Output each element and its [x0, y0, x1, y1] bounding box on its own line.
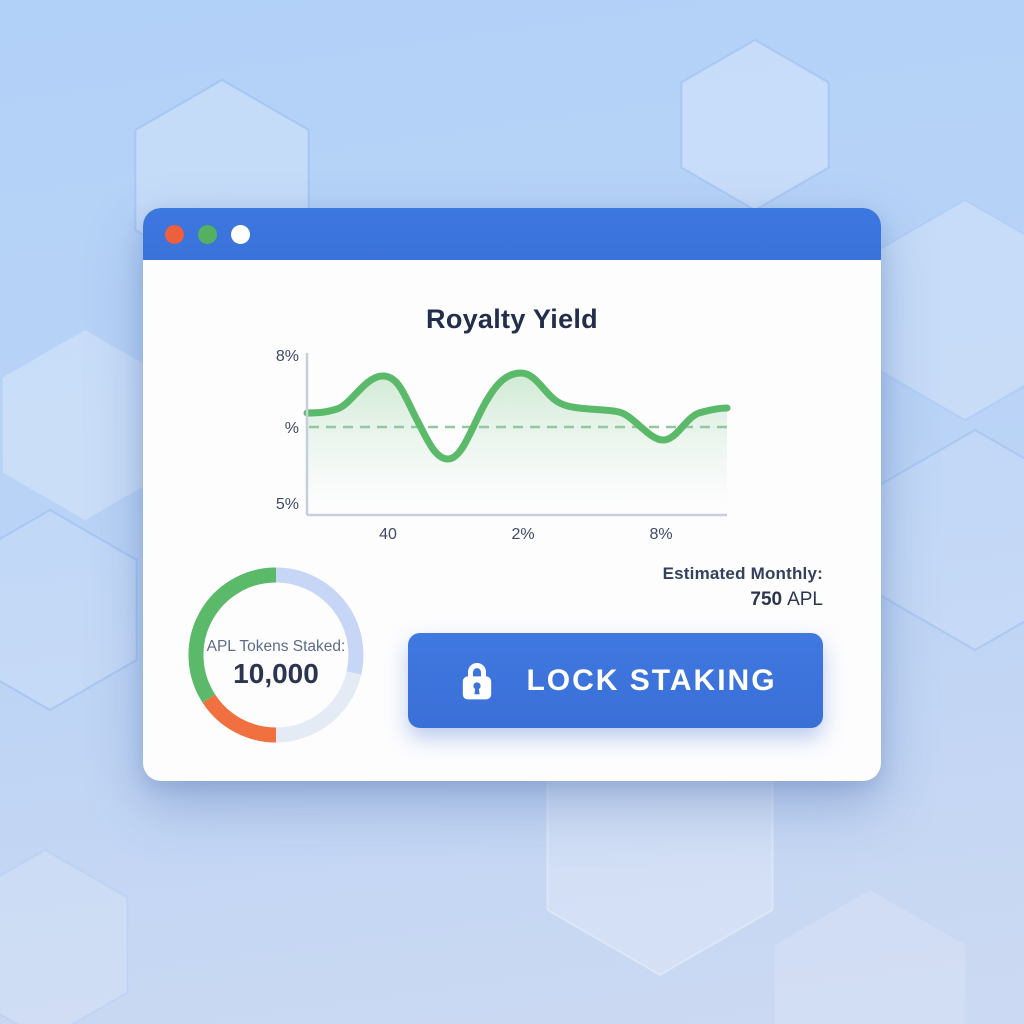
donut-segment-orange — [202, 694, 277, 743]
estimated-monthly-amount: 750 APL — [663, 589, 823, 611]
donut-segment-green — [188, 567, 277, 703]
x-tick-2: 2% — [511, 526, 534, 543]
line-chart-area-fill — [307, 373, 727, 515]
maximize-window-dot[interactable] — [231, 224, 250, 244]
x-tick-3: 8% — [649, 526, 672, 543]
y-tick-top: 8% — [276, 348, 299, 365]
y-tick-middle: % — [285, 420, 299, 437]
estimated-monthly-label: Estimated Monthly: — [662, 564, 823, 583]
yield-curve-line — [303, 369, 731, 463]
lock-staking-button-label: LOCK STAKING — [526, 663, 777, 697]
lock-staking-button[interactable]: LOCK STAKING — [408, 633, 823, 728]
staked-tokens-donut-chart: APL Tokens Staked: 10,000 — [183, 562, 369, 748]
donut-segment-periwinkle — [275, 567, 364, 675]
y-tick-bottom: 5% — [276, 496, 299, 513]
minimize-window-dot[interactable] — [198, 224, 217, 244]
window-titlebar — [143, 208, 881, 260]
close-window-dot[interactable] — [165, 224, 184, 244]
estimated-monthly-block: Estimated Monthly: 750 APL — [663, 564, 823, 611]
estimated-monthly-value: 750 — [750, 589, 783, 610]
app-window: Royalty Yield 8% % 5% 40 2% 8% — [143, 208, 881, 781]
estimated-monthly-unit: APL — [787, 589, 823, 610]
x-tick-1: 40 — [379, 526, 397, 543]
staked-tokens-value: 10,000 — [233, 658, 319, 689]
royalty-yield-line-chart: 8% % 5% 40 2% 8% — [276, 348, 731, 543]
donut-segment-pale-blue — [275, 671, 362, 743]
page-title: Royalty Yield — [426, 304, 598, 334]
lock-icon — [463, 662, 492, 699]
staked-tokens-label: APL Tokens Staked: — [207, 638, 346, 655]
